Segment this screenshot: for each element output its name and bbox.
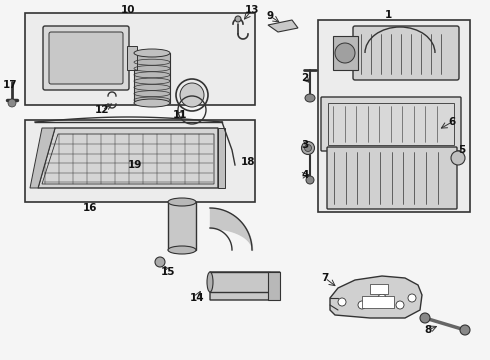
Circle shape [451,151,465,165]
Text: 14: 14 [190,293,204,303]
Ellipse shape [134,99,170,107]
FancyBboxPatch shape [353,26,459,80]
Text: 17: 17 [2,80,17,90]
Bar [25,13,255,105]
Bar [268,272,280,300]
Bar [168,202,196,250]
Text: 15: 15 [161,267,175,277]
Polygon shape [30,128,55,188]
Text: 3: 3 [301,140,309,150]
Circle shape [358,301,366,309]
Circle shape [420,313,430,323]
Text: 1: 1 [384,10,392,20]
Circle shape [378,294,386,302]
Bar [362,296,394,308]
Circle shape [408,294,416,302]
Ellipse shape [168,246,196,254]
FancyBboxPatch shape [49,32,123,84]
Bar [127,46,137,70]
Text: 2: 2 [301,73,309,83]
Text: 7: 7 [321,273,329,283]
Circle shape [155,257,165,267]
Polygon shape [330,276,422,318]
Text: 12: 12 [95,105,109,115]
Circle shape [396,301,404,309]
Ellipse shape [134,49,170,57]
Polygon shape [268,20,298,32]
Bar [134,53,170,103]
FancyBboxPatch shape [327,147,457,209]
Ellipse shape [301,141,315,154]
Text: 10: 10 [121,5,135,15]
Bar [333,36,358,70]
Polygon shape [210,272,280,300]
Text: 19: 19 [128,160,142,170]
Ellipse shape [207,272,213,292]
FancyBboxPatch shape [321,97,461,151]
Ellipse shape [306,176,314,184]
Polygon shape [38,128,218,188]
Text: 6: 6 [448,117,456,127]
Bar [328,103,454,145]
Text: 4: 4 [301,170,309,180]
Text: 11: 11 [173,110,187,120]
Ellipse shape [168,198,196,206]
Circle shape [235,16,241,22]
Circle shape [338,298,346,306]
Ellipse shape [305,94,315,102]
Text: 9: 9 [267,11,273,21]
Text: 13: 13 [245,5,259,15]
Text: 8: 8 [424,325,432,335]
Polygon shape [218,128,225,188]
Text: 18: 18 [241,157,255,167]
Circle shape [460,325,470,335]
Circle shape [180,83,204,107]
Bar [210,272,270,292]
Text: 16: 16 [83,203,97,213]
Bar [318,20,470,212]
FancyBboxPatch shape [43,26,129,90]
Circle shape [335,43,355,63]
Bar [370,284,388,294]
Ellipse shape [304,144,312,152]
Circle shape [8,99,16,107]
Bar [25,120,255,202]
Text: 5: 5 [458,145,466,155]
